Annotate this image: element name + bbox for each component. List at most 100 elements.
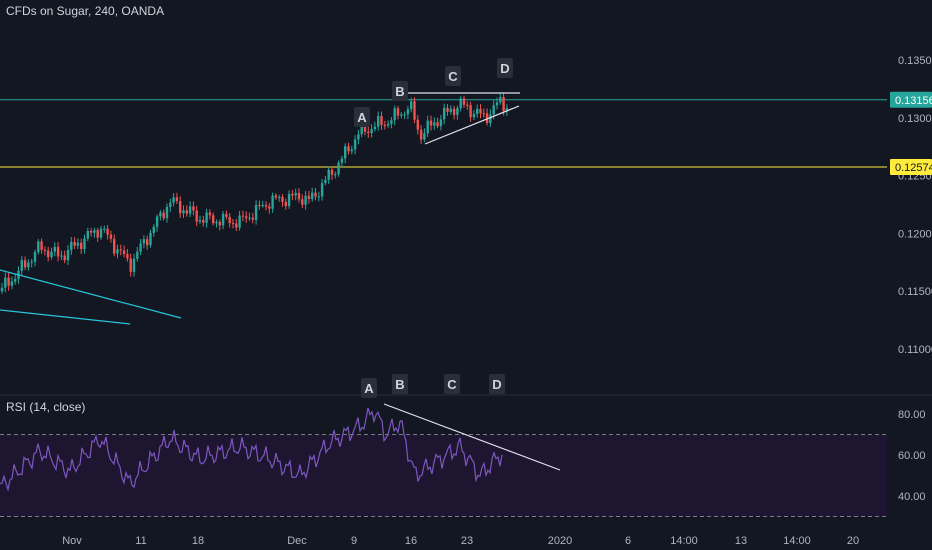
candle-body [86,231,89,239]
candle-body [106,228,109,235]
pattern-badge-label: D [500,61,509,76]
candle-body [429,120,433,126]
candle-body [324,179,327,184]
candle-body [116,249,119,254]
candle-body [344,146,347,159]
candle-body [212,215,215,224]
candle-body [188,206,192,214]
trendline-upper [0,269,182,319]
candle-body [419,129,423,140]
candle-body [337,162,340,175]
candle-body [383,124,386,126]
candle-body [439,119,443,127]
candle-body [410,101,413,110]
candle-body [314,192,317,197]
rsi-title: RSI (14, close) [6,400,86,414]
pattern-badge [354,107,370,127]
candle-body [139,243,142,252]
candle-body [165,206,169,219]
candle-body [287,193,291,206]
candle-body [169,202,172,207]
candle-body [469,105,472,118]
x-tick-label: 2020 [548,535,572,547]
rsi-divergence-line [383,403,561,471]
price-label-box [890,91,932,108]
candle-body [93,230,96,233]
candle-body [472,114,476,118]
candle-body [23,260,27,268]
candle-body [30,261,33,263]
candle-body [215,221,218,224]
candle-body [396,108,400,116]
chart-title: CFDs on Sugar, 240, OANDA [6,4,165,18]
pattern-badge-label: B [395,84,404,99]
candle-body [433,122,436,126]
candle-body [225,213,228,217]
rsi-pattern-badge [489,374,505,394]
candle-body [122,250,126,254]
candle-body [238,215,241,228]
candle-body [10,281,14,286]
candle-body [132,258,136,272]
candle-body [70,241,73,251]
candle-body [499,97,502,103]
candle-body [146,239,149,246]
candle-body [281,196,284,202]
candle-body [268,206,271,209]
x-tick-label: Nov [62,535,82,547]
x-tick-label: 16 [405,535,417,547]
candle-body [60,255,63,257]
candle-body [485,113,489,124]
candle-body [76,242,80,246]
candle-body [254,204,258,220]
candle-body [400,114,403,116]
candle-body [89,231,93,233]
candle-body [452,108,456,115]
rsi-pattern-badge-label: D [492,377,501,392]
x-tick-label: 18 [192,535,204,547]
x-tick-label: 14:00 [670,535,698,547]
candle-body [340,158,344,163]
candle-body [462,98,466,105]
candle-body [103,228,106,230]
candle-body [443,107,446,120]
candle-body [235,223,238,228]
candle-body [113,238,116,254]
candle-body [83,238,86,250]
candle-body [182,210,185,214]
candle-body [489,114,492,124]
candle-body [258,204,261,206]
candle-body [185,210,188,214]
candle-body [370,129,373,134]
candle-body [274,195,278,198]
candle-body [152,226,155,233]
candle-body [261,205,264,207]
price-label-text: 0.13156 [895,95,932,107]
candle-body [205,212,208,223]
pattern-badge-label: A [357,110,367,125]
candle-body [264,205,268,207]
candle-body [393,108,396,121]
candle-body [505,108,509,112]
candle-body [353,139,357,150]
pattern-badge [445,66,461,86]
candle-body [466,104,469,106]
rsi-tick-label: 40.00 [898,491,926,503]
candle-body [390,120,393,124]
candle-body [482,113,485,115]
candle-body [195,210,198,222]
candle-body [327,169,330,180]
candle-body [367,131,370,134]
x-tick-label: 11 [135,535,146,547]
candle-body [126,253,129,259]
candle-body [179,201,182,214]
candle-body [363,122,367,132]
candle-body [231,223,235,225]
rsi-tick-label: 60.00 [898,450,926,462]
pattern-badge [497,58,513,78]
candle-body [251,217,254,220]
candle-body [360,122,363,135]
